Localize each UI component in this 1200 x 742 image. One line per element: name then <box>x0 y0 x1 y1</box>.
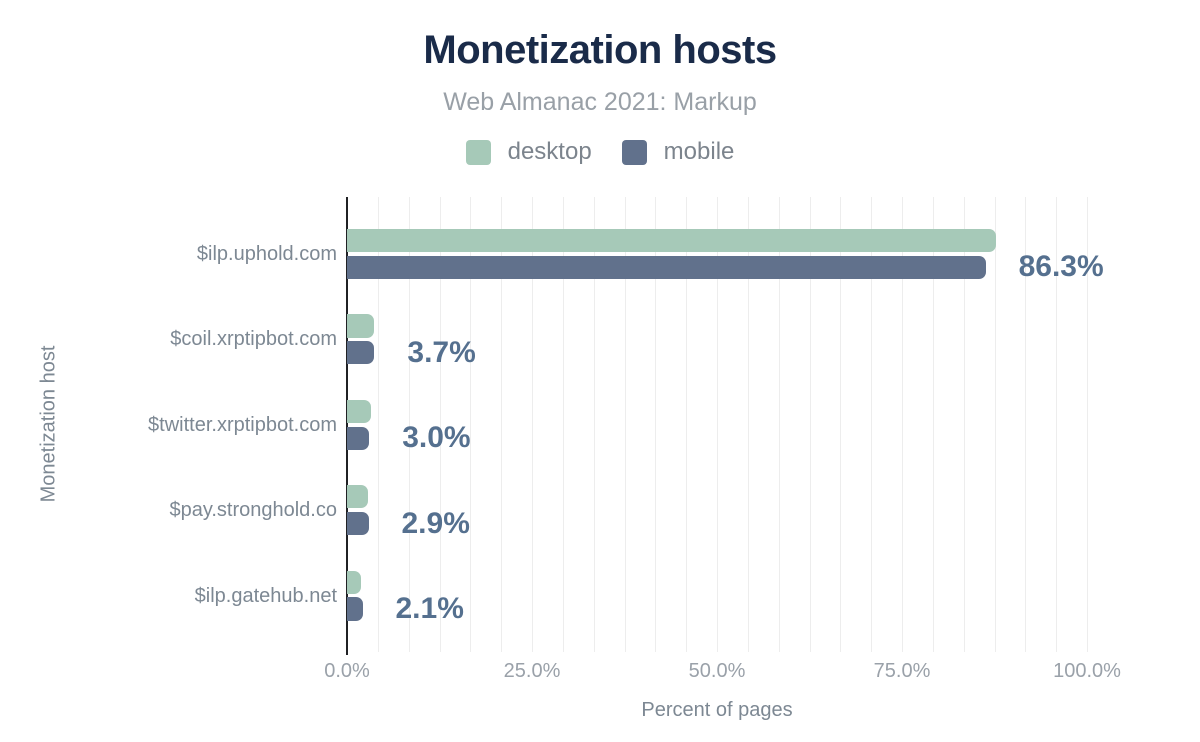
category-label: $ilp.uphold.com <box>196 243 337 265</box>
gridline <box>686 197 688 652</box>
value-label: 2.9% <box>401 506 470 540</box>
gridline <box>501 197 503 652</box>
legend-item-mobile: mobile <box>621 138 735 166</box>
bar-mobile <box>347 511 369 536</box>
bar-mobile <box>347 426 370 450</box>
x-tick-label: 50.0% <box>688 660 746 682</box>
gridline <box>408 197 410 652</box>
gridline <box>1056 197 1058 652</box>
gridline <box>1087 197 1088 652</box>
value-label: 86.3% <box>1018 250 1104 284</box>
x-tick-label: 100.0% <box>1053 660 1121 682</box>
gridline <box>439 197 441 652</box>
gridline <box>994 197 996 652</box>
legend-label: desktop <box>507 138 592 165</box>
bar-mobile <box>347 341 375 365</box>
chart-legend: desktop mobile <box>0 138 1200 166</box>
gridline <box>932 197 934 652</box>
gridline <box>717 197 718 652</box>
gridline <box>593 197 595 652</box>
x-axis-title: Percent of pages <box>641 699 793 721</box>
legend-swatch-mobile <box>621 139 647 165</box>
gridline <box>1025 197 1027 652</box>
gridline <box>377 197 379 652</box>
legend-label: mobile <box>663 138 735 165</box>
gridline <box>840 197 842 652</box>
gridline <box>778 197 780 652</box>
chart-title: Monetization hosts <box>423 28 777 72</box>
category-label: $pay.stronghold.co <box>169 499 337 522</box>
y-axis-title: Monetization host <box>37 345 60 503</box>
gridline <box>747 197 749 652</box>
x-tick-label: 0.0% <box>324 660 370 682</box>
value-label: 3.7% <box>407 335 476 369</box>
x-tick-label: 25.0% <box>503 660 561 682</box>
gridline <box>624 197 626 652</box>
bar-mobile <box>347 255 986 279</box>
plot-area: 86.3% 3.7% 3.0% 2.9% 2.1% 0.0% 25.0% 50.0% 75.0%… <box>324 197 1121 682</box>
gridline <box>963 197 965 652</box>
legend-item-desktop: desktop <box>465 138 592 166</box>
legend-swatch-desktop <box>465 139 491 165</box>
category-label: $ilp.gatehub.net <box>194 584 337 607</box>
value-label: 3.0% <box>402 421 471 455</box>
bar-desktop <box>347 314 374 338</box>
gridline <box>655 197 657 652</box>
bar-desktop <box>347 399 372 424</box>
y-axis-line <box>346 197 348 655</box>
gridline <box>809 197 811 652</box>
x-tick-label: 75.0% <box>873 660 931 682</box>
bar-desktop <box>347 229 996 253</box>
bar-mobile <box>347 597 363 621</box>
gridline <box>871 197 873 652</box>
chart-subtitle: Web Almanac 2021: Markup <box>443 88 757 116</box>
category-label: $twitter.xrptipbot.com <box>148 413 337 436</box>
value-label: 2.1% <box>395 591 464 625</box>
bar-desktop <box>347 570 362 594</box>
bar-desktop <box>347 485 368 509</box>
category-label: $coil.xrptipbot.com <box>170 328 337 351</box>
gridline <box>470 197 472 652</box>
gridline <box>902 197 903 652</box>
gridline <box>562 197 564 652</box>
gridline <box>532 197 533 652</box>
